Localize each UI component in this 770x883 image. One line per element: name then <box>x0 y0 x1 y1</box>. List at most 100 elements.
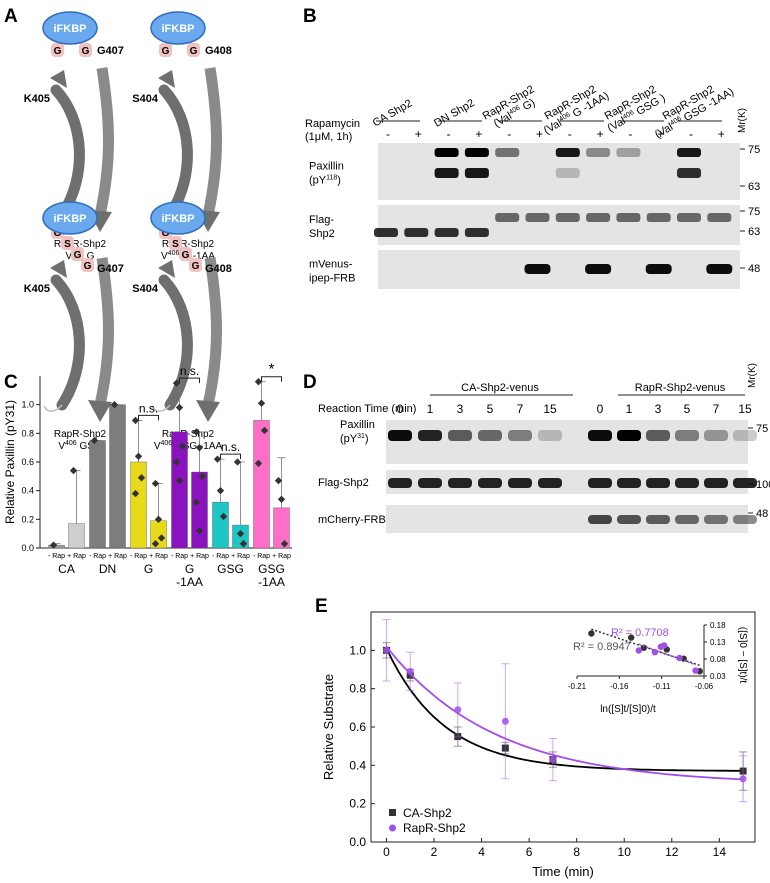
treatment-tick-label: - Rap <box>89 553 106 560</box>
mw-marker: 48 <box>748 263 760 275</box>
blot-band <box>588 478 612 488</box>
blot-band <box>677 148 701 157</box>
panel-b-western-blot: CA Shp2 DN Shp2 RapR-Shp2(Val406 G) RapR-Sh… <box>305 83 760 289</box>
post-residue-label: G407 <box>97 45 124 57</box>
data-point-circle <box>382 646 390 654</box>
row-label-line2: ipep-FRB <box>309 273 355 285</box>
data-point <box>254 459 263 468</box>
linker-residue: G <box>182 250 190 261</box>
y-tick-label: 0.8 <box>349 682 366 696</box>
linker-residue: S <box>64 239 71 250</box>
time-point-label: 7 <box>713 402 720 416</box>
data-point <box>151 479 160 488</box>
data-point-circle <box>549 756 557 764</box>
blot-band <box>704 515 728 524</box>
x-tick-label: 14 <box>713 845 727 859</box>
blot-band <box>464 228 489 237</box>
x-tick-label: 8 <box>573 845 580 859</box>
y-tick-label: 0.0 <box>21 543 34 553</box>
treatment-tick-label: + Rap <box>67 553 86 560</box>
blot-band <box>616 213 641 222</box>
group-label-line1: CA Shp2 <box>371 97 415 129</box>
ifkbp-domain <box>42 11 98 45</box>
row-label-line2: (pY118) <box>309 175 341 187</box>
linker-residue: G <box>74 250 82 261</box>
linker-residue: G <box>192 261 200 272</box>
pre-residue-label: S404 <box>132 283 159 295</box>
inset-data-point <box>640 644 648 651</box>
blot-band <box>733 515 757 524</box>
mw-marker: 75 <box>756 423 768 435</box>
linker-residue: G <box>82 46 90 57</box>
mw-marker: 63 <box>748 226 760 238</box>
blot-band <box>646 430 670 441</box>
inset-r-squared: R² = 0.8947 <box>573 641 631 653</box>
category-label-line2: -1AA <box>176 575 203 589</box>
treatment-label: Rapamycin <box>305 118 360 130</box>
blot-band <box>508 478 532 488</box>
group-label-ca: CA-Shp2-venus <box>461 382 539 394</box>
x-tick-label: 2 <box>431 845 438 859</box>
reaction-time-label: Reaction Time (min) <box>318 403 416 415</box>
inset-x-tick-label: -0.11 <box>653 682 671 691</box>
blot-band <box>464 168 489 178</box>
time-point-label: 5 <box>487 402 494 416</box>
legend-marker <box>389 809 396 816</box>
row-label: Flag-Shp2 <box>318 477 369 489</box>
blot-band <box>418 430 442 441</box>
linker-block <box>189 258 202 272</box>
bar <box>130 461 147 549</box>
strand-left-arrowhead <box>158 260 175 278</box>
y-tick-label: 0.6 <box>21 457 34 467</box>
linker-residue: G <box>84 261 92 272</box>
blot-band <box>646 478 670 488</box>
blot-band <box>675 515 699 524</box>
blot-band <box>418 478 442 488</box>
lane-sign: - <box>386 127 390 141</box>
blot-band <box>586 148 611 157</box>
y-tick-label: 0.2 <box>21 514 34 524</box>
data-point <box>175 476 184 485</box>
treatment-tick-label: + Rap <box>272 553 291 560</box>
y-axis-label: Relative Substrate <box>321 674 336 780</box>
ifkbp-domain <box>150 11 206 45</box>
blot-band <box>704 478 728 488</box>
legend-marker <box>389 824 396 832</box>
panel-e-kinetics-chart: 0 2 4 6 8 10 12 14 0.0 0.2 0.4 0.6 0.8 1.0 Time (min) R… <box>321 611 756 879</box>
blot-band <box>706 264 733 274</box>
blot-band <box>524 264 551 274</box>
post-residue-label: G407 <box>97 263 124 275</box>
treatment-tick-label: - Rap <box>171 553 188 560</box>
inset-y-tick-label: 0.13 <box>710 638 726 647</box>
data-point <box>172 458 181 466</box>
mw-marker: 75 <box>748 206 760 218</box>
construct-variant: V406 GSG -1AA <box>154 440 223 452</box>
blot-band <box>588 430 612 441</box>
data-point-circle <box>501 717 509 725</box>
x-tick-label: 10 <box>618 845 632 859</box>
category-label-line2: -1AA <box>258 575 285 589</box>
x-axis-label: Time (min) <box>532 864 594 879</box>
treatment-tick-label: + Rap <box>108 553 127 560</box>
data-point <box>151 540 160 548</box>
lane-sign: + <box>536 127 543 141</box>
row-label-line2: Shp2 <box>309 228 335 240</box>
time-point-label: 5 <box>684 402 691 416</box>
blot-band <box>538 430 562 441</box>
data-point <box>277 495 286 503</box>
x-tick-label: 4 <box>478 845 485 859</box>
strand-right <box>202 257 222 407</box>
data-point <box>216 486 225 495</box>
inset-x-axis-label: ln([S]t/[S]0)/t <box>600 704 656 715</box>
data-point <box>257 399 266 407</box>
treatment-tick-label: - Rap <box>48 553 65 560</box>
data-point <box>131 489 140 498</box>
panel-label-a: A <box>4 6 18 27</box>
category-label: DN <box>99 562 116 576</box>
blot-band <box>478 478 502 488</box>
strand-left-arrowhead <box>50 70 67 88</box>
panel-label-d: D <box>303 372 317 393</box>
data-point <box>134 452 143 460</box>
data-point <box>274 476 283 485</box>
